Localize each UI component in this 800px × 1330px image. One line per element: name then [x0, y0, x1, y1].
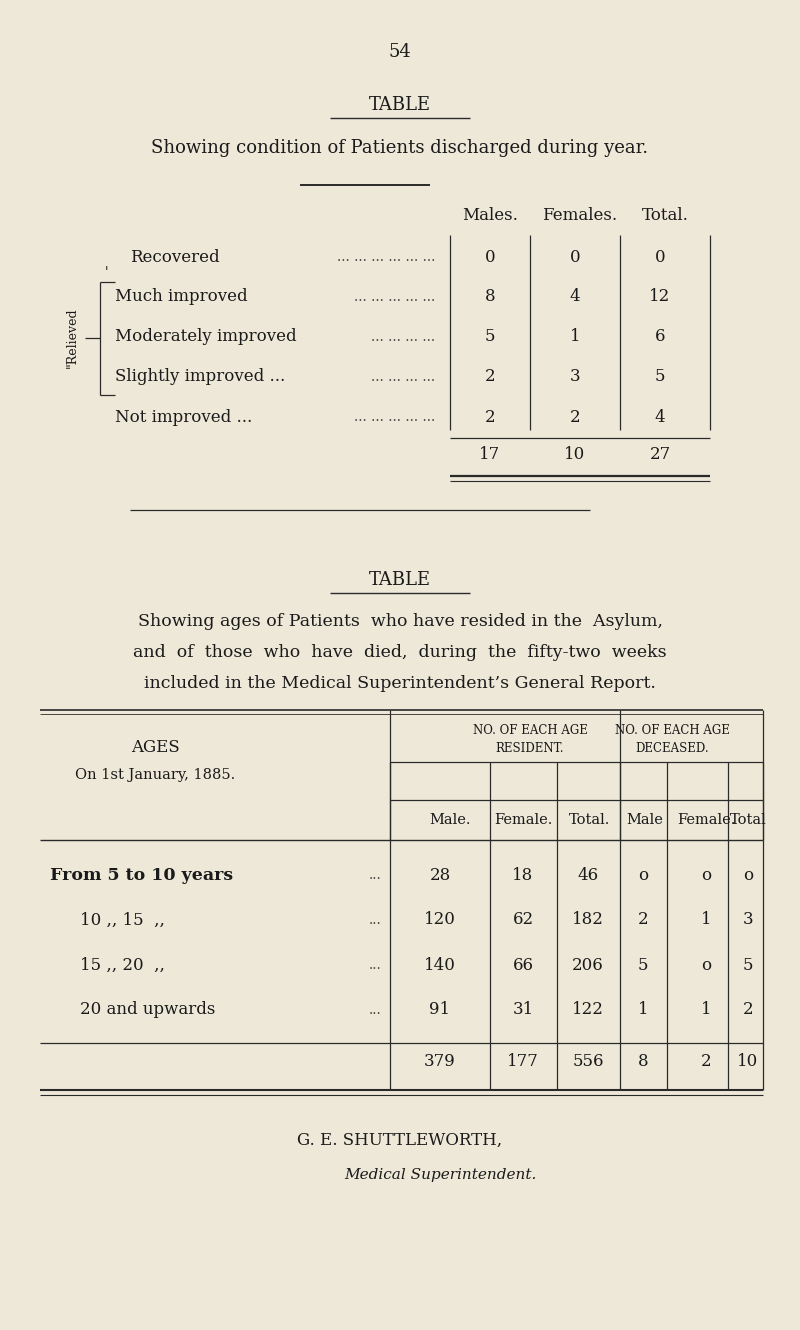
Text: Not improved ...: Not improved ... — [115, 408, 252, 426]
Text: 122: 122 — [572, 1001, 604, 1019]
Text: 8: 8 — [638, 1053, 648, 1071]
Text: ... ... ... ...: ... ... ... ... — [371, 330, 435, 344]
Text: Medical Superintendent.: Medical Superintendent. — [344, 1168, 536, 1182]
Text: 177: 177 — [507, 1053, 539, 1071]
Text: 10: 10 — [738, 1053, 758, 1071]
Text: Total.: Total. — [642, 206, 689, 223]
Text: 1: 1 — [570, 329, 580, 346]
Text: 6: 6 — [654, 329, 666, 346]
Text: 10 ,, 15  ,,: 10 ,, 15 ,, — [80, 911, 165, 928]
Text: 379: 379 — [424, 1053, 456, 1071]
Text: 182: 182 — [572, 911, 604, 928]
Text: 62: 62 — [513, 911, 534, 928]
Text: ...: ... — [370, 1003, 382, 1017]
Text: 2: 2 — [638, 911, 648, 928]
Text: "Relieved: "Relieved — [66, 307, 78, 368]
Text: 27: 27 — [650, 447, 670, 463]
Text: 556: 556 — [572, 1053, 604, 1071]
Text: Male: Male — [626, 813, 663, 827]
Text: ... ... ... ... ... ...: ... ... ... ... ... ... — [337, 250, 435, 263]
Text: TABLE: TABLE — [369, 571, 431, 589]
Text: 18: 18 — [512, 867, 534, 883]
Text: ... ... ... ... ...: ... ... ... ... ... — [354, 410, 435, 424]
Text: ': ' — [106, 266, 109, 278]
Text: included in the Medical Superintendent’s General Report.: included in the Medical Superintendent’s… — [144, 676, 656, 693]
Text: 54: 54 — [389, 43, 411, 61]
Text: o: o — [701, 956, 711, 974]
Text: ...: ... — [370, 868, 382, 882]
Text: 3: 3 — [742, 911, 754, 928]
Text: Total.: Total. — [570, 813, 610, 827]
Text: 0: 0 — [485, 249, 495, 266]
Text: 12: 12 — [650, 289, 670, 306]
Text: 2: 2 — [485, 368, 495, 386]
Text: 0: 0 — [654, 249, 666, 266]
Text: RESIDENT.: RESIDENT. — [496, 742, 564, 754]
Text: o: o — [743, 867, 753, 883]
Text: 140: 140 — [424, 956, 456, 974]
Text: NO. OF EACH AGE: NO. OF EACH AGE — [614, 724, 730, 737]
Text: 5: 5 — [485, 329, 495, 346]
Text: Males.: Males. — [462, 206, 518, 223]
Text: Male.: Male. — [430, 813, 470, 827]
Text: 4: 4 — [654, 408, 666, 426]
Text: 5: 5 — [654, 368, 666, 386]
Text: Females.: Females. — [542, 206, 618, 223]
Text: 66: 66 — [513, 956, 534, 974]
Text: 0: 0 — [570, 249, 580, 266]
Text: ... ... ... ... ...: ... ... ... ... ... — [354, 290, 435, 305]
Text: 206: 206 — [572, 956, 604, 974]
Text: o: o — [638, 867, 648, 883]
Text: 2: 2 — [485, 408, 495, 426]
Text: On 1st January, 1885.: On 1st January, 1885. — [75, 767, 235, 782]
Text: AGES: AGES — [130, 739, 179, 757]
Text: NO. OF EACH AGE: NO. OF EACH AGE — [473, 724, 587, 737]
Text: Much improved: Much improved — [115, 289, 248, 306]
Text: From 5 to 10 years: From 5 to 10 years — [50, 867, 233, 883]
Text: 5: 5 — [742, 956, 754, 974]
Text: 2: 2 — [742, 1001, 754, 1019]
Text: 1: 1 — [701, 1001, 711, 1019]
Text: 2: 2 — [701, 1053, 711, 1071]
Text: DECEASED.: DECEASED. — [635, 742, 709, 754]
Text: Female.: Female. — [677, 813, 735, 827]
Text: Moderately improved: Moderately improved — [115, 329, 297, 346]
Text: 1: 1 — [638, 1001, 648, 1019]
Text: ...: ... — [370, 958, 382, 972]
Text: 28: 28 — [430, 867, 450, 883]
Text: 20 and upwards: 20 and upwards — [80, 1001, 215, 1019]
Text: Showing ages of Patients  who have resided in the  Asylum,: Showing ages of Patients who have reside… — [138, 613, 662, 630]
Text: Showing condition of Patients discharged during year.: Showing condition of Patients discharged… — [151, 140, 649, 157]
Text: 4: 4 — [570, 289, 580, 306]
Text: Slightly improved ...: Slightly improved ... — [115, 368, 286, 386]
Text: 15 ,, 20  ,,: 15 ,, 20 ,, — [80, 956, 165, 974]
Text: 2: 2 — [570, 408, 580, 426]
Text: G. E. SHUTTLEWORTH,: G. E. SHUTTLEWORTH, — [298, 1132, 502, 1149]
Text: 8: 8 — [485, 289, 495, 306]
Text: Female.: Female. — [494, 813, 552, 827]
Text: 46: 46 — [578, 867, 598, 883]
Text: 5: 5 — [638, 956, 648, 974]
Text: Recovered: Recovered — [130, 249, 220, 266]
Text: 120: 120 — [424, 911, 456, 928]
Text: ...: ... — [370, 912, 382, 927]
Text: 17: 17 — [479, 447, 501, 463]
Text: Total: Total — [730, 813, 766, 827]
Text: 3: 3 — [570, 368, 580, 386]
Text: 10: 10 — [564, 447, 586, 463]
Text: 1: 1 — [701, 911, 711, 928]
Text: and  of  those  who  have  died,  during  the  fifty-two  weeks: and of those who have died, during the f… — [133, 645, 667, 661]
Text: 91: 91 — [430, 1001, 450, 1019]
Text: TABLE: TABLE — [369, 96, 431, 114]
Text: o: o — [701, 867, 711, 883]
Text: 31: 31 — [512, 1001, 534, 1019]
Text: ... ... ... ...: ... ... ... ... — [371, 370, 435, 384]
